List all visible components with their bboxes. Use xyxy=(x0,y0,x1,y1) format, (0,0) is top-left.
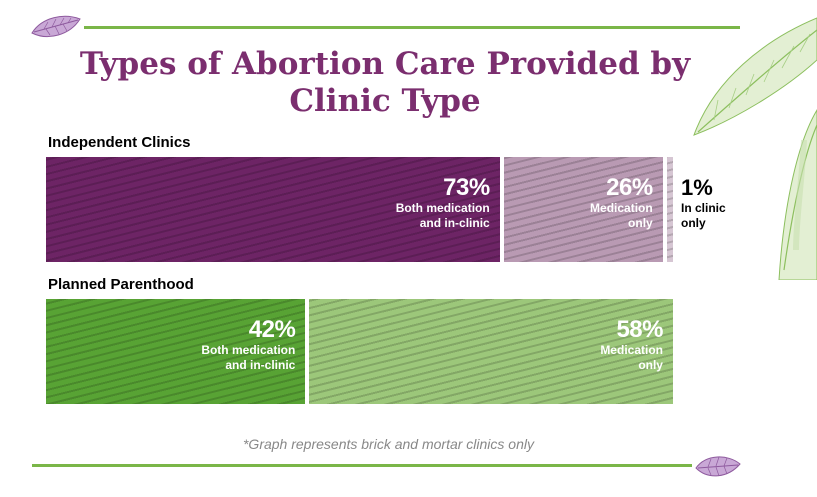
purple-leaf-icon xyxy=(31,15,81,37)
bar-segment: 26% Medication only xyxy=(503,157,663,262)
data-label-percent: 73% xyxy=(443,174,490,201)
segment-label: 1% In clinic only xyxy=(681,175,726,231)
bar-segment: 42% Both medication and in-clinic xyxy=(46,299,306,404)
data-label-description: Both medication xyxy=(201,343,296,357)
stripe-texture xyxy=(46,299,306,404)
data-label-description: In clinic xyxy=(681,201,726,215)
purple-leaf-icon xyxy=(695,456,741,477)
data-label-description: Both medication xyxy=(395,201,490,215)
data-label-description: only xyxy=(681,216,706,230)
stripe-texture xyxy=(309,299,673,404)
chart-title: Types of Abortion Care Provided by Clini… xyxy=(79,46,691,119)
row-label-planned-parenthood: Planned Parenthood xyxy=(48,276,194,293)
stripe-texture xyxy=(503,157,663,262)
bar-segment xyxy=(666,157,673,262)
segment-label: 73% Both medication and in-clinic xyxy=(395,174,491,231)
segment-label: 42% Both medication and in-clinic xyxy=(201,316,296,373)
data-label-description: and in-clinic xyxy=(419,216,490,230)
data-label-description: and in-clinic xyxy=(225,358,296,372)
stripe-texture xyxy=(666,157,673,262)
row-label-independent-clinics: Independent Clinics xyxy=(48,134,191,151)
green-leaves-decoration xyxy=(693,17,817,280)
data-label-description: only xyxy=(638,358,663,372)
bottom-rule xyxy=(32,464,692,467)
bar-segment: 58% Medication only xyxy=(309,299,673,404)
data-label-percent: 58% xyxy=(616,316,663,343)
data-label-description: Medication xyxy=(600,343,663,357)
bar-segment: 73% Both medication and in-clinic xyxy=(46,157,500,262)
segment-label: 58% Medication only xyxy=(600,317,663,373)
footnote: *Graph represents brick and mortar clini… xyxy=(242,436,534,452)
data-label-description: Medication xyxy=(590,201,653,215)
data-label-percent: 42% xyxy=(248,316,296,343)
segment-label: 26% Medication only xyxy=(590,175,653,231)
data-label-percent: 26% xyxy=(606,174,653,201)
data-label-percent: 1% xyxy=(681,175,713,200)
stripe-texture xyxy=(46,157,500,262)
data-label-description: only xyxy=(628,216,653,230)
top-rule xyxy=(84,26,740,29)
